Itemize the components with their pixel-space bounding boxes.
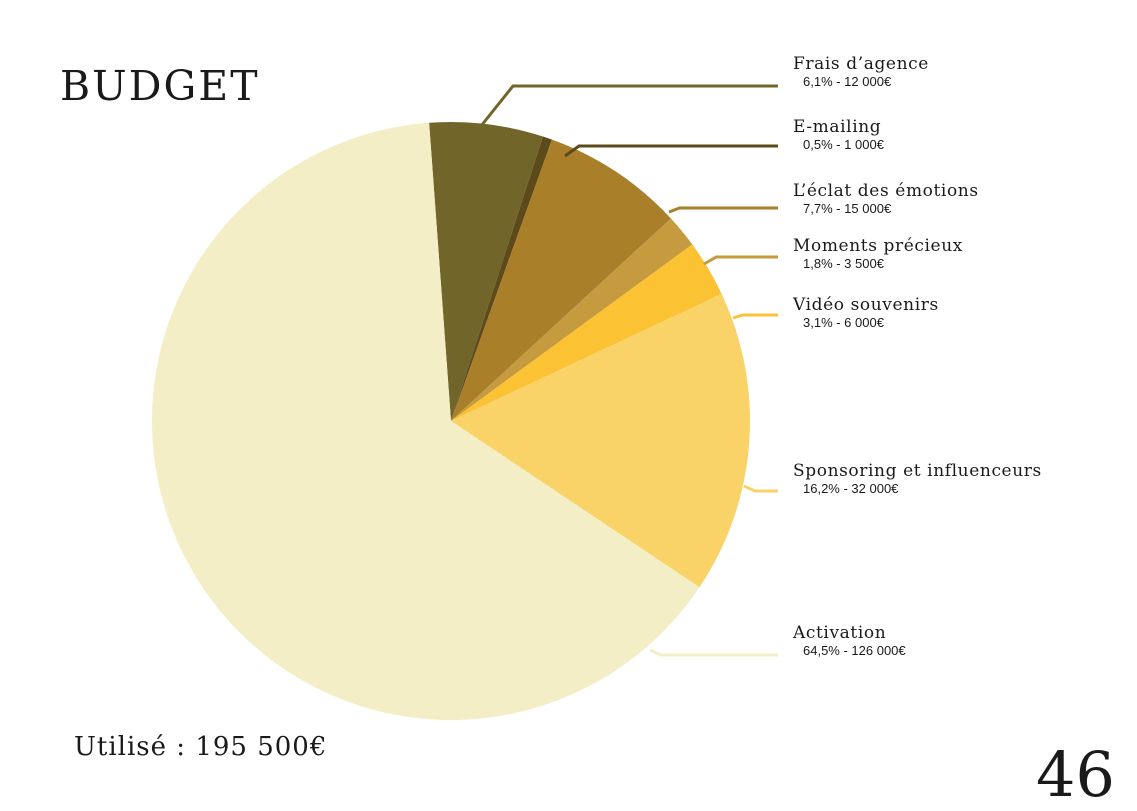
legend-item-name: Activation [793,623,887,643]
legend-item: Vidéo souvenirs 3,1% - 6 000€ [793,295,939,331]
legend-item: Moments précieux 1,8% - 3 500€ [793,236,963,272]
legend-item-name: Sponsoring et influenceurs [793,461,1042,481]
pie-slice-1 [429,121,543,422]
leader-line-7 [649,648,778,657]
page-number: 46 [1036,738,1115,811]
leader-line-3 [668,206,778,214]
legend-item-name: L’éclat des émotions [793,181,979,201]
legend-item: Activation 64,5% - 126 000€ [793,623,906,659]
leader-line-4 [703,255,778,266]
pie-slice-6 [451,293,750,588]
leader-line-1 [479,84,778,127]
legend-item-value: 64,5% - 126 000€ [803,643,906,658]
used-total: Utilisé : 195 500€ [74,732,328,762]
pie-slice-5 [451,244,722,421]
pie-slice-4 [451,218,693,421]
legend-item-name: E-mailing [793,117,882,137]
legend-item-name: Moments précieux [793,236,963,256]
leader-line-6 [743,484,778,493]
legend-item: E-mailing 0,5% - 1 000€ [793,117,884,153]
legend-item-value: 3,1% - 6 000€ [803,315,884,330]
legend-item: Frais d’agence 6,1% - 12 000€ [793,54,929,90]
page-title: BUDGET [60,62,260,110]
legend-item: L’éclat des émotions 7,7% - 15 000€ [793,181,979,217]
legend-item: Sponsoring et influenceurs 16,2% - 32 000… [793,461,1042,497]
leader-line-2 [564,144,778,158]
legend-item-name: Frais d’agence [793,54,929,74]
legend-item-name: Vidéo souvenirs [793,295,939,315]
pie-slice-3 [451,139,671,421]
leader-line-5 [732,313,778,320]
legend-item-value: 1,8% - 3 500€ [803,256,884,271]
legend-item-value: 7,7% - 15 000€ [803,201,892,216]
pie-slice-7 [151,122,700,720]
legend-item-value: 16,2% - 32 000€ [803,481,899,496]
legend-item-value: 0,5% - 1 000€ [803,137,884,152]
legend-item-value: 6,1% - 12 000€ [803,74,892,89]
pie-slice-2 [451,136,552,421]
